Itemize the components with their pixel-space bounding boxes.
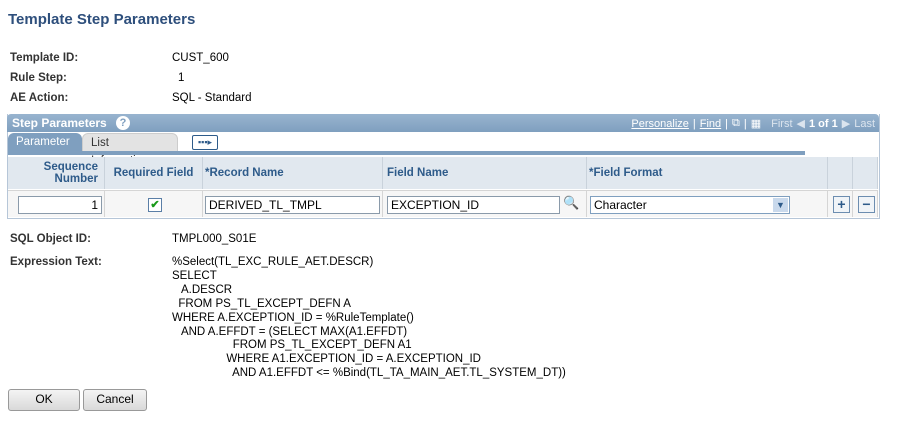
sql-object-id-value: TMPL000_S01E xyxy=(172,233,257,245)
tab-parameter[interactable]: Parameter xyxy=(8,133,82,151)
page-count: 1 of 1 xyxy=(809,117,838,130)
table-row: 1 xyxy=(8,190,105,217)
rule-step-value: 1 xyxy=(178,72,185,84)
lookup-icon[interactable]: 🔍 xyxy=(563,195,580,210)
col-delete xyxy=(853,157,878,189)
col-sequence-number: Sequence Number xyxy=(8,157,105,189)
template-id-label: Template ID: xyxy=(10,52,79,64)
field-name-cell: EXCEPTION_ID 🔍 xyxy=(383,190,587,217)
field-format-select[interactable]: Character ▼ xyxy=(590,196,790,214)
grid-title: Step Parameters xyxy=(12,116,107,130)
ae-action-label: AE Action: xyxy=(10,92,69,104)
prev-arrow-icon[interactable]: ◀ xyxy=(796,118,805,130)
expression-text-value: %Select(TL_EXC_RULE_AET.DESCR) SELECT A.… xyxy=(172,256,566,380)
field-name-input[interactable]: EXCEPTION_ID xyxy=(387,196,560,214)
next-arrow-icon[interactable]: ▶ xyxy=(841,118,851,130)
col-record-name: *Record Name xyxy=(203,157,383,189)
record-name-cell: DERIVED_TL_TMPL xyxy=(203,190,383,217)
view-all-icon[interactable]: ⧉ xyxy=(732,117,740,129)
template-id-value: CUST_600 xyxy=(172,52,229,64)
show-all-columns-icon[interactable]: ▪▪▪▸ xyxy=(192,135,218,150)
rule-step-label: Rule Step: xyxy=(10,72,67,84)
add-cell: + xyxy=(828,190,853,217)
delete-row-button[interactable]: − xyxy=(858,196,875,213)
required-field-cell: ✔ xyxy=(105,190,203,217)
sequence-number-input[interactable]: 1 xyxy=(18,196,102,214)
add-row-button[interactable]: + xyxy=(833,196,850,213)
first-link[interactable]: First xyxy=(771,117,793,130)
page-title: Template Step Parameters xyxy=(8,11,196,28)
download-grid-icon[interactable]: ▦ xyxy=(750,118,762,130)
last-link[interactable]: Last xyxy=(854,117,875,130)
cancel-button[interactable]: Cancel xyxy=(83,389,147,411)
tab-list-information[interactable]: List Information xyxy=(82,133,178,167)
ok-button[interactable]: OK xyxy=(8,389,80,411)
find-link[interactable]: Find xyxy=(699,117,722,130)
personalize-link[interactable]: Personalize xyxy=(631,117,689,130)
col-field-format-label: *Field Format xyxy=(589,167,663,179)
col-field-format: *Field Format xyxy=(587,157,828,189)
tab-underline xyxy=(8,151,805,155)
field-format-cell: Character ▼ xyxy=(587,190,828,217)
record-name-input[interactable]: DERIVED_TL_TMPL xyxy=(205,196,380,214)
col-field-name: Field Name xyxy=(383,157,587,189)
step-parameters-grid xyxy=(7,114,880,219)
chevron-down-icon[interactable]: ▼ xyxy=(773,198,788,212)
required-field-checkbox[interactable]: ✔ xyxy=(148,198,162,212)
delete-cell: − xyxy=(853,190,878,217)
col-required-field: Required Field xyxy=(105,157,203,189)
grid-header-bar: Step Parameters ? Personalize | Find | ⧉ | … xyxy=(7,114,879,132)
field-format-value: Character xyxy=(594,198,647,212)
expression-text-label: Expression Text: xyxy=(10,256,102,268)
help-icon[interactable]: ? xyxy=(116,116,130,130)
ae-action-value: SQL - Standard xyxy=(172,92,252,104)
sql-object-id-label: SQL Object ID: xyxy=(10,233,91,245)
col-add xyxy=(828,157,853,189)
